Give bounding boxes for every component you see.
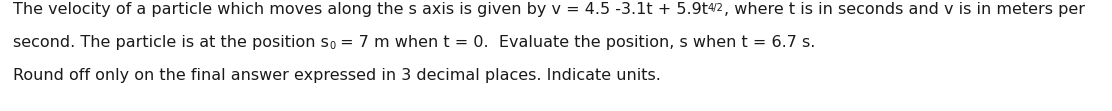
Text: The velocity of a particle which moves along the s axis is given by v = 4.5 -3.1: The velocity of a particle which moves a…: [13, 2, 708, 17]
Text: second. The particle is at the position s: second. The particle is at the position …: [13, 35, 329, 50]
Text: Round off only on the final answer expressed in 3 decimal places. Indicate units: Round off only on the final answer expre…: [13, 68, 661, 83]
Text: 0: 0: [329, 41, 335, 51]
Text: , where t is in seconds and v is in meters per: , where t is in seconds and v is in mete…: [724, 2, 1085, 17]
Text: 4/2: 4/2: [708, 3, 724, 13]
Text: = 7 m when t = 0.  Evaluate the position, s when t = 6.7 s.: = 7 m when t = 0. Evaluate the position,…: [335, 35, 815, 50]
